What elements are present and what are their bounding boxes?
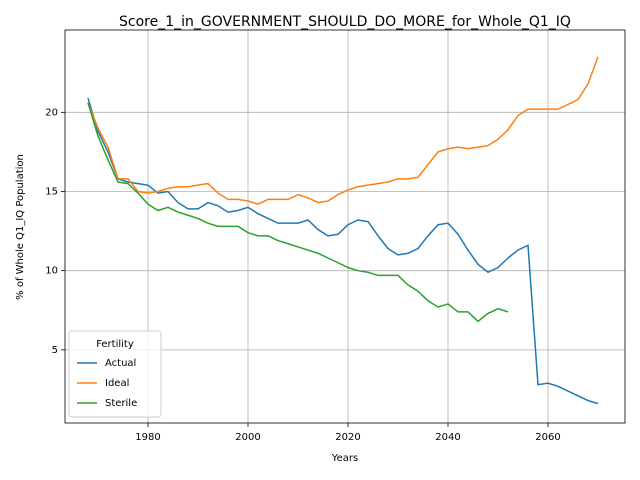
legend-box <box>68 330 162 418</box>
legend: Fertility Actual Ideal Sterile <box>68 330 162 418</box>
y-tick-label: 5 <box>52 345 58 356</box>
x-tick-label: 2040 <box>435 432 460 443</box>
y-tick-label: 15 <box>45 187 58 198</box>
legend-label: Actual <box>105 358 136 369</box>
y-tick-label: 10 <box>45 266 58 277</box>
y-tick-label: 20 <box>45 107 58 118</box>
x-tick-label: 2000 <box>235 432 260 443</box>
series-line <box>87 102 509 323</box>
x-tick-label: 2020 <box>335 432 360 443</box>
series-line <box>87 97 599 405</box>
x-tick-label: 2060 <box>535 432 560 443</box>
series-line <box>87 56 599 205</box>
chart-title: Score_1_in_GOVERNMENT_SHOULD_DO_MORE_for… <box>119 14 571 30</box>
legend-label: Ideal <box>105 378 129 389</box>
legend-label: Sterile <box>105 398 137 409</box>
legend-title: Fertility <box>96 339 134 350</box>
x-tick-label: 1980 <box>135 432 160 443</box>
x-axis-label: Years <box>331 453 358 464</box>
plot-frame <box>64 29 626 424</box>
y-axis-label: % of Whole Q1_IQ Population <box>15 154 26 300</box>
